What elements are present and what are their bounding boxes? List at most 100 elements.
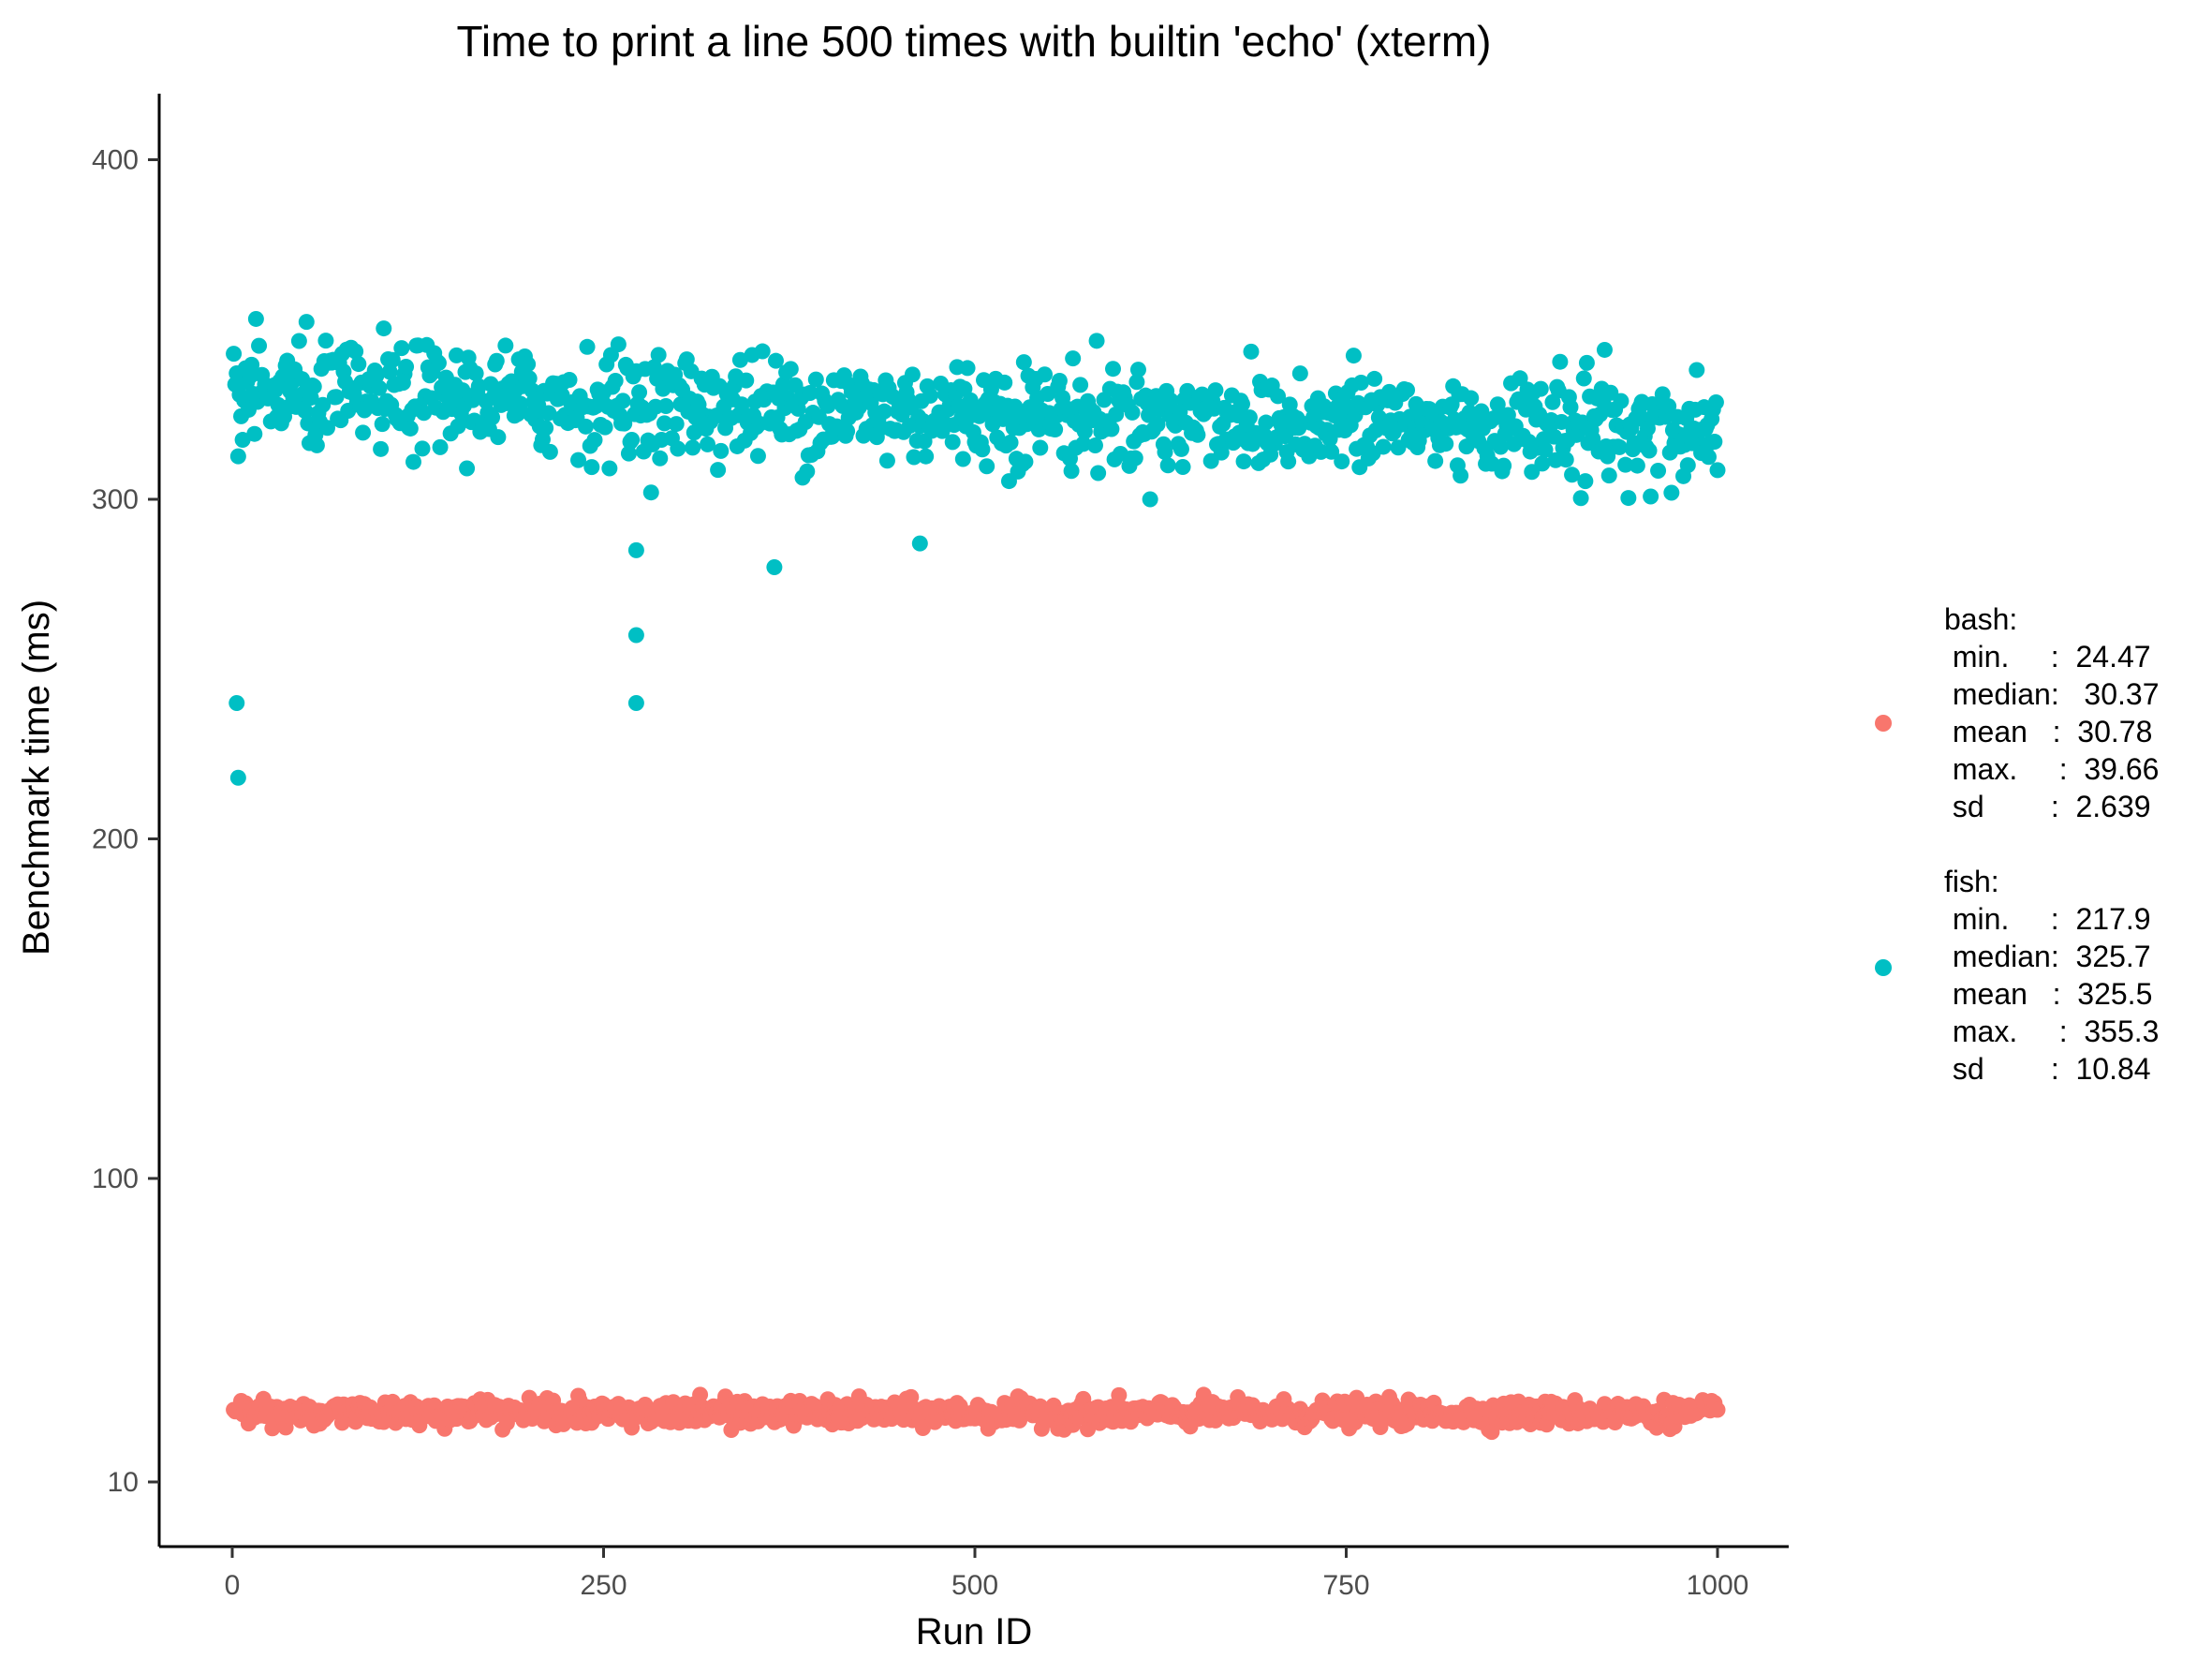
fish-point xyxy=(1629,457,1645,474)
fish-point xyxy=(601,460,618,477)
bash-legend-line: sd : 2.639 xyxy=(1944,790,2151,823)
fish-point xyxy=(470,378,487,394)
fish-point xyxy=(1641,442,1658,459)
fish-point xyxy=(1128,374,1145,391)
fish-point xyxy=(371,379,388,396)
fish-point xyxy=(229,448,246,465)
fish-point xyxy=(1142,491,1158,508)
fish-point xyxy=(448,347,465,363)
fish-point xyxy=(1032,439,1049,456)
fish-point xyxy=(1375,438,1392,455)
fish-point xyxy=(521,370,538,387)
y-tick-label: 400 xyxy=(92,145,139,176)
fish-point xyxy=(416,405,433,422)
fish-point xyxy=(577,418,594,435)
fish-point xyxy=(678,351,695,368)
fish-point xyxy=(1124,404,1141,421)
fish-point xyxy=(315,396,332,413)
fish-point xyxy=(540,405,557,422)
fish-point xyxy=(802,385,818,402)
x-tick-label: 1000 xyxy=(1687,1570,1749,1601)
fish-point xyxy=(1366,370,1383,387)
fish-point xyxy=(373,440,390,457)
fish-point xyxy=(1654,386,1671,403)
fish-point xyxy=(1575,370,1592,387)
fish-point xyxy=(918,448,935,465)
fish-point xyxy=(1235,453,1252,470)
fish-legend-line: max. : 355.3 xyxy=(1944,1015,2159,1048)
fish-point xyxy=(347,343,364,360)
fish-point xyxy=(1660,398,1677,415)
fish-point xyxy=(1002,434,1019,451)
fish-point xyxy=(1037,366,1054,383)
fish-point xyxy=(1499,407,1516,423)
fish-point xyxy=(1076,423,1093,440)
fish-point xyxy=(1270,388,1287,405)
fish-point xyxy=(350,356,367,373)
fish-point xyxy=(234,432,251,449)
fish-point xyxy=(398,359,415,376)
fish-point xyxy=(1700,449,1717,466)
fish-point xyxy=(300,415,317,432)
fish-point xyxy=(538,420,554,437)
fish-point xyxy=(1189,426,1206,443)
fish-legend-key xyxy=(1875,959,1892,976)
bash-points xyxy=(226,1386,1726,1441)
fish-legend-line: median: 325.7 xyxy=(1944,940,2151,973)
x-ticks: 0 250 500 750 1000 xyxy=(225,1547,1749,1601)
fish-point xyxy=(1620,490,1637,507)
fish-point xyxy=(1552,353,1569,370)
fish-point xyxy=(767,352,784,369)
fish-point xyxy=(1438,436,1454,452)
fish-point xyxy=(376,320,392,337)
fish-point xyxy=(290,333,307,349)
fish-point xyxy=(1585,431,1601,448)
fish-legend-line: min. : 217.9 xyxy=(1944,902,2151,936)
fish-point xyxy=(624,432,641,449)
fish-point xyxy=(1017,453,1034,470)
fish-outlier-point xyxy=(627,695,644,711)
fish-point xyxy=(979,458,995,475)
bash-point xyxy=(1111,1386,1128,1403)
fish-point xyxy=(308,437,325,453)
fish-point xyxy=(685,439,701,456)
fish-point xyxy=(467,365,484,382)
fish-legend-line: sd : 10.84 xyxy=(1944,1052,2151,1086)
y-axis-title: Benchmark time (ms) xyxy=(16,600,57,955)
fish-point xyxy=(1086,437,1103,454)
fish-point xyxy=(1063,463,1080,480)
x-tick-label: 500 xyxy=(951,1570,998,1601)
fish-point xyxy=(1537,441,1554,458)
fish-point xyxy=(616,415,633,432)
bash-legend-line: max. : 39.66 xyxy=(1944,752,2159,786)
fish-point xyxy=(1291,365,1308,382)
fish-point xyxy=(1643,488,1659,505)
fish-point xyxy=(1532,380,1549,397)
fish-point xyxy=(297,403,314,420)
fish-point xyxy=(1578,354,1595,371)
fish-point xyxy=(1207,382,1224,399)
fish-point xyxy=(876,403,892,420)
fish-point xyxy=(432,438,449,455)
fish-point xyxy=(620,445,637,462)
fish-point xyxy=(328,389,345,406)
fish-point xyxy=(490,429,507,446)
fish-point xyxy=(1688,362,1705,378)
fish-point xyxy=(1663,484,1680,501)
fish-point xyxy=(1352,374,1369,391)
fish-point xyxy=(713,442,730,459)
fish-point xyxy=(405,453,421,470)
fish-point xyxy=(247,310,264,327)
fish-point xyxy=(754,343,771,360)
fish-point xyxy=(317,333,334,349)
fish-outlier-point xyxy=(766,559,783,575)
fish-point xyxy=(484,409,501,426)
fish-point xyxy=(586,432,603,449)
fish-outlier-point xyxy=(627,541,644,558)
bash-legend-line: median: 30.37 xyxy=(1944,677,2159,711)
fish-points xyxy=(226,310,1726,786)
x-axis-title: Run ID xyxy=(916,1611,1033,1652)
fish-point xyxy=(243,356,260,373)
fish-legend-line: mean : 325.5 xyxy=(1944,977,2152,1011)
fish-point xyxy=(738,372,755,389)
